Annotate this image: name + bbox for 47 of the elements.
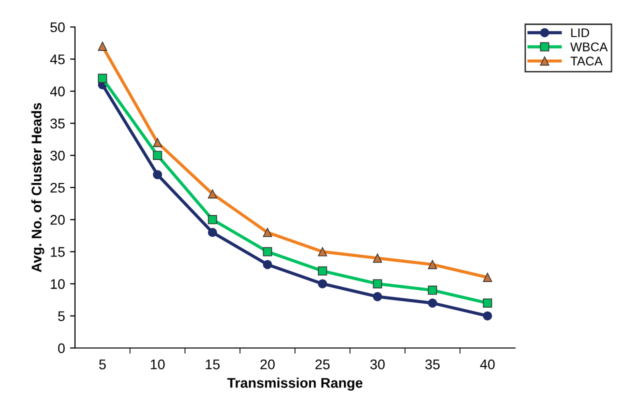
- x-tick-label: 35: [425, 359, 440, 370]
- x-tick-label: 30: [370, 359, 385, 370]
- point: [372, 254, 382, 263]
- point: [152, 170, 162, 180]
- y-tick-label: 40: [50, 86, 65, 96]
- y-tick-label: 50: [50, 22, 65, 32]
- point: [428, 260, 438, 270]
- point: [98, 42, 108, 51]
- x-axis-title: Transmission Range: [227, 378, 362, 391]
- point: [208, 189, 218, 199]
- x-tick-label: 40: [480, 359, 495, 370]
- y-tick-label: 30: [50, 150, 65, 161]
- y-tick-label: 0: [58, 343, 65, 354]
- legend-label: LID: [571, 28, 590, 38]
- y-tick-label: 15: [50, 247, 65, 257]
- point: [428, 298, 438, 308]
- y-axis-title: Avg. No. of Cluster Heads: [31, 103, 44, 272]
- point: [318, 247, 328, 256]
- point: [262, 247, 272, 256]
- x-tick-label: 15: [206, 360, 220, 370]
- point: [318, 266, 328, 276]
- point: [372, 292, 382, 302]
- point: [482, 272, 492, 282]
- point: [262, 260, 272, 270]
- point: [152, 150, 162, 160]
- point: [98, 74, 108, 83]
- point: [262, 228, 272, 238]
- point: [208, 215, 218, 224]
- point: [482, 298, 492, 308]
- y-tick-label: 25: [50, 182, 65, 193]
- point: [208, 228, 218, 238]
- x-tick-label: 25: [315, 359, 330, 370]
- legend-label: WBCA: [570, 42, 608, 52]
- y-tick-label: 35: [50, 118, 65, 128]
- y-tick-label: 5: [58, 311, 65, 322]
- point: [318, 279, 328, 288]
- x-tick-label: 5: [99, 360, 106, 370]
- x-tick-label: 20: [260, 359, 275, 370]
- point: [372, 279, 382, 288]
- y-tick-label: 20: [50, 214, 65, 225]
- x-tick-label: 10: [150, 359, 165, 370]
- point: [152, 138, 162, 148]
- point: [482, 311, 492, 320]
- legend-label: TACA: [570, 56, 603, 66]
- y-tick-label: 10: [50, 279, 65, 289]
- y-tick-label: 45: [50, 54, 65, 64]
- point: [428, 286, 438, 295]
